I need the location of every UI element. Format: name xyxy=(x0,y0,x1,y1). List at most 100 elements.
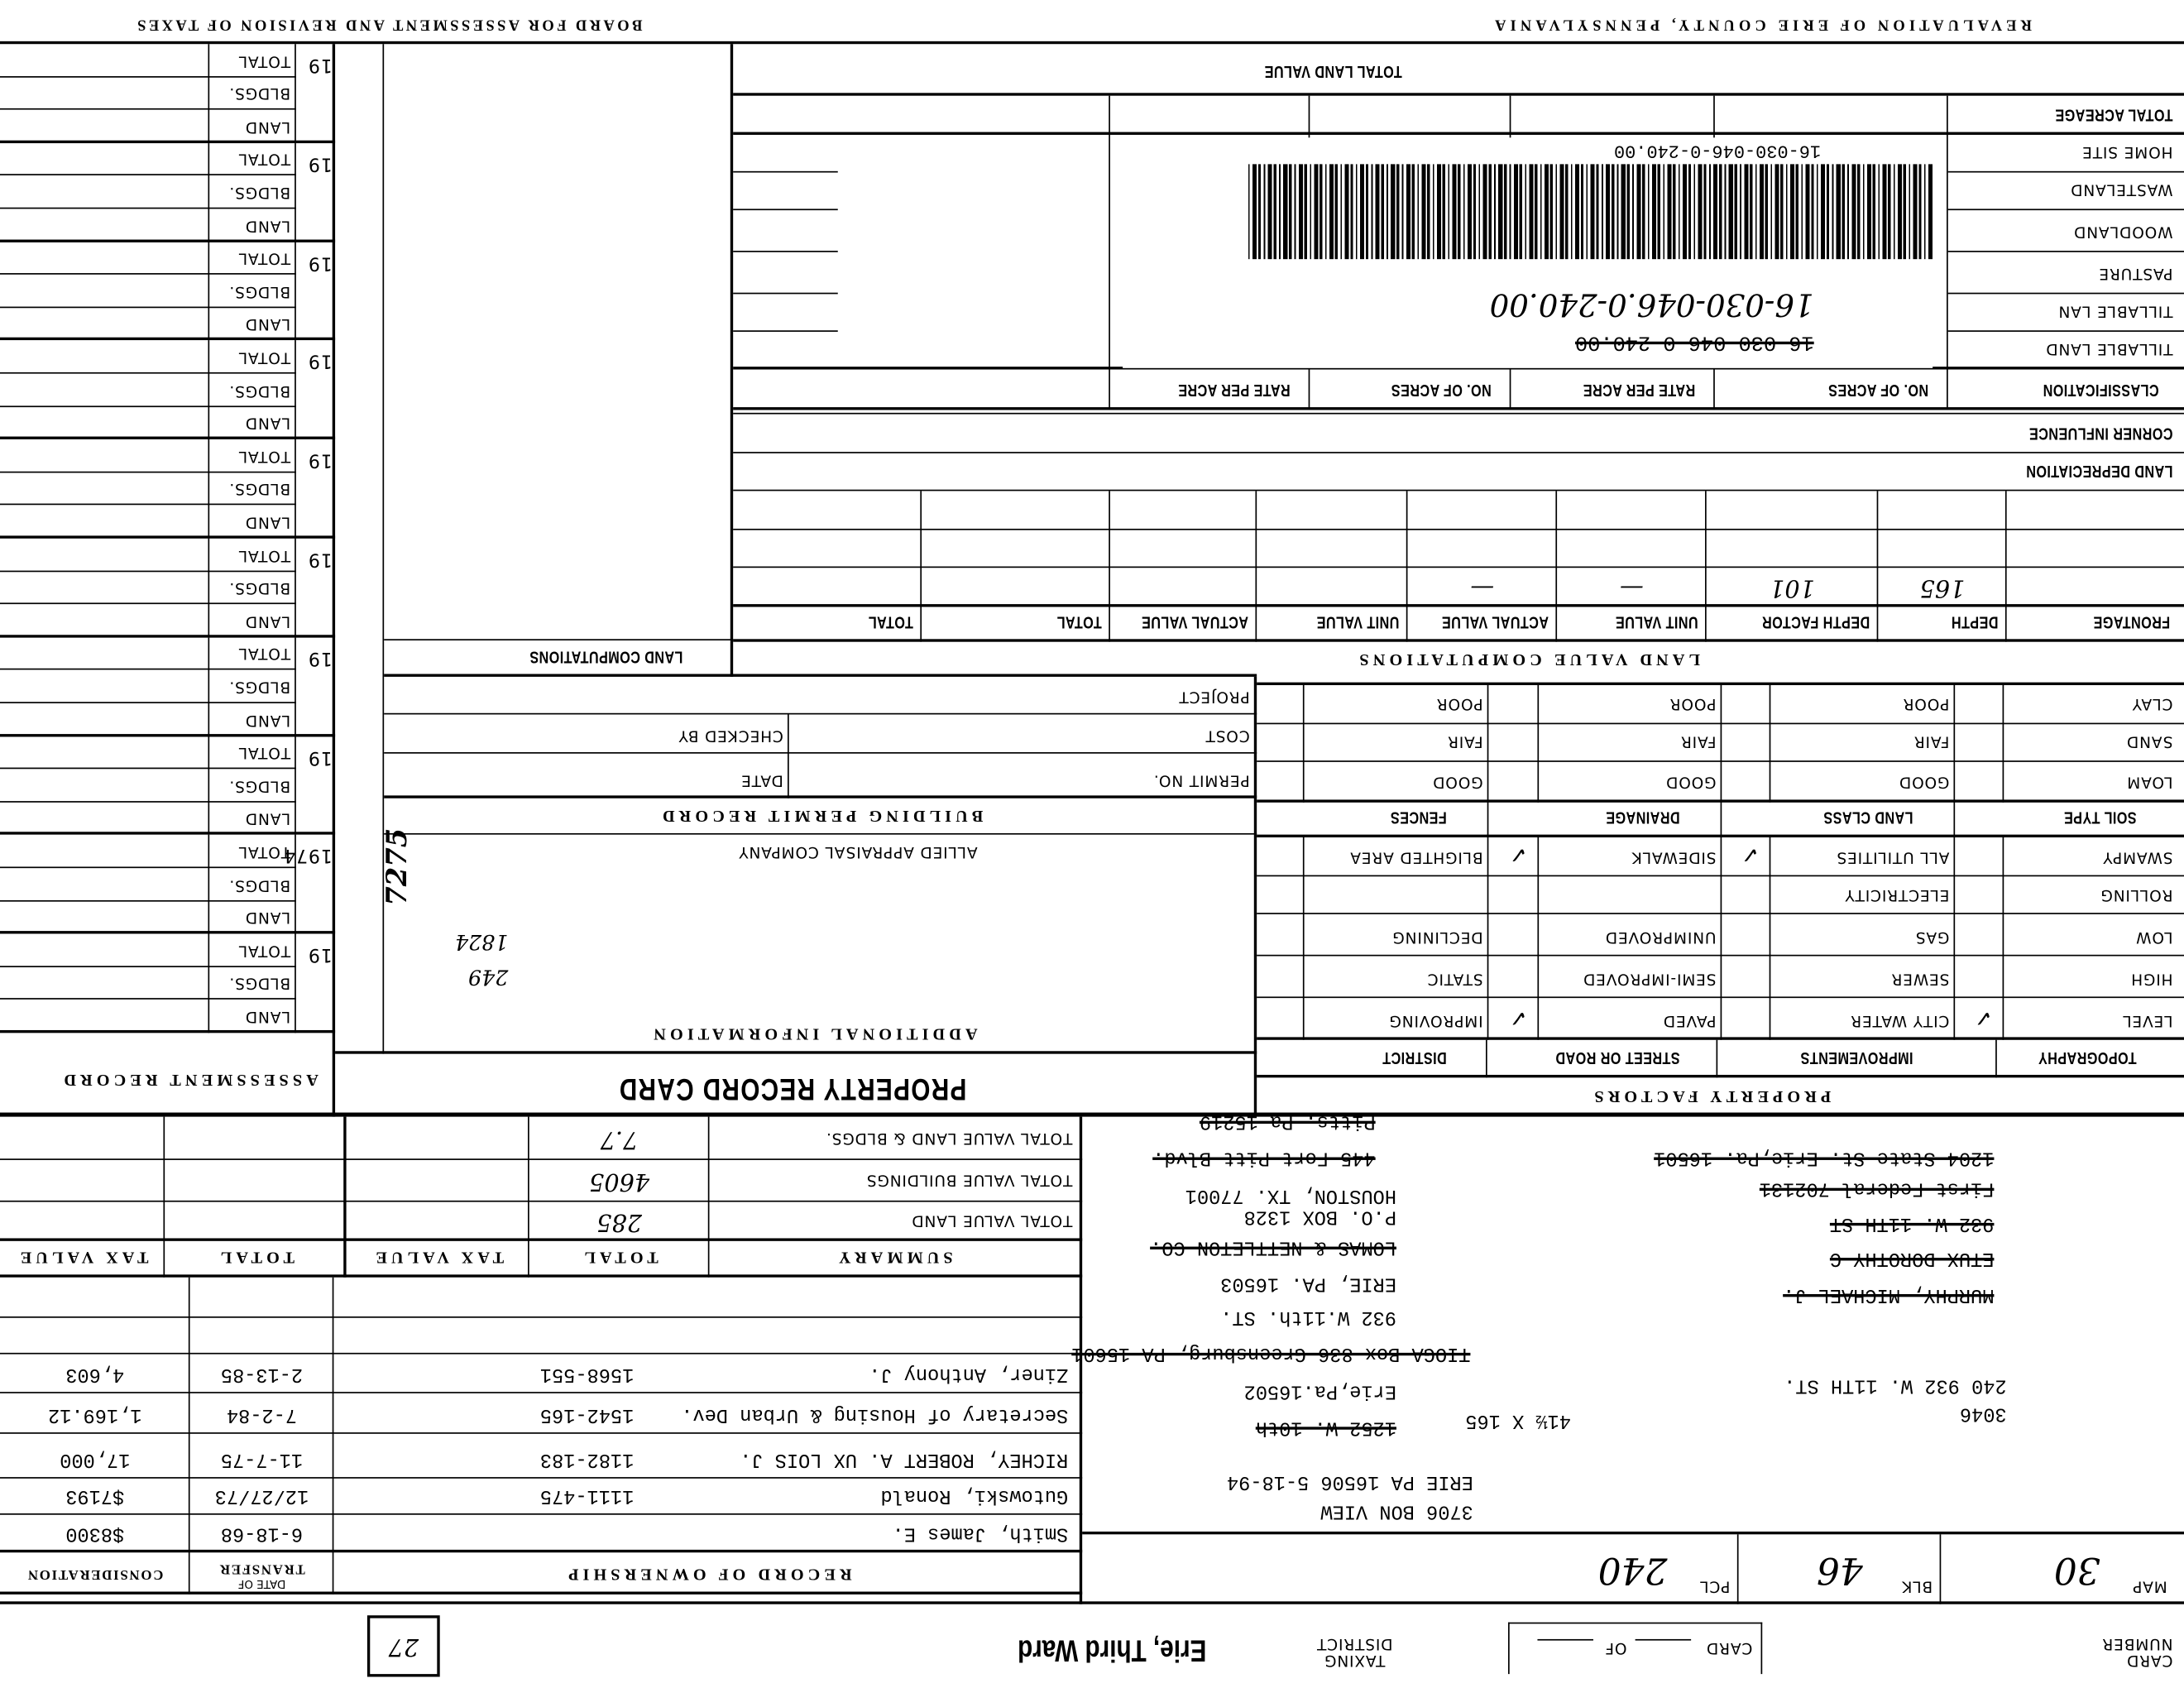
rule-line xyxy=(188,1277,190,1594)
factor-option: GOOD xyxy=(1899,773,1950,792)
rule-line xyxy=(208,340,210,440)
assessment-block: 19 LAND BLDGS. TOTAL xyxy=(0,142,335,242)
factor-option: POOR xyxy=(1669,694,1717,713)
assessment-block: 19 LAND BLDGS. TOTAL xyxy=(0,637,335,736)
additional-info-title: ADDITIONAL INFORMATION xyxy=(649,1024,978,1044)
rule-line xyxy=(0,965,296,967)
rule-line xyxy=(733,489,2184,492)
summary-buildings-total: 4605 xyxy=(589,1167,650,1196)
rule-line xyxy=(208,142,210,242)
factor-option: POOR xyxy=(1902,694,1950,713)
land-value-cell: 165 xyxy=(1919,573,1966,602)
owner-address-line: HOUSTON, TX. 77001 xyxy=(1185,1183,1396,1206)
owner-address-line: 932 W. 11TH ST xyxy=(1829,1211,1995,1235)
consideration-label: CONSIDERATION xyxy=(26,1566,164,1582)
owner-address-line: ERIE, PA. 16503 xyxy=(1220,1271,1396,1294)
card-label: CARD xyxy=(1706,1638,1753,1657)
rule-line xyxy=(1257,722,2184,725)
building-permit-title: BUILDING PERMIT RECORD xyxy=(658,806,984,827)
rule-line xyxy=(733,330,838,332)
rule-line xyxy=(1716,1039,1718,1078)
blk-value: 46 xyxy=(1816,1548,1863,1590)
rule-line xyxy=(384,752,1257,754)
consideration-amount: $8300 xyxy=(65,1522,125,1545)
rule-line xyxy=(1487,837,1489,1040)
summary-buildings-label: TOTAL VALUE BUILDINGS xyxy=(865,1171,1073,1190)
assessment-row-label: TOTAL xyxy=(237,151,291,170)
lot-size: 41½ X 165 xyxy=(1465,1408,1571,1431)
assessment-row-label: TOTAL xyxy=(237,348,291,367)
factor-option: SAND xyxy=(2126,732,2173,751)
rule-line xyxy=(730,44,734,677)
rule-line xyxy=(2002,837,2004,1040)
factor-option: SEMI-IMPROVED xyxy=(1583,970,1717,989)
assessment-block: 19 LAND BLDGS. TOTAL xyxy=(0,340,335,440)
deed-book-page: 1542-165 xyxy=(539,1403,635,1426)
factor-option: LOW xyxy=(2135,928,2173,947)
assessment-year: 19 xyxy=(308,252,333,273)
rule-line xyxy=(733,412,2184,415)
rule-line xyxy=(0,1591,1083,1594)
factor-option: BLIGHTED AREA xyxy=(1349,848,1483,867)
rule-line xyxy=(295,933,296,1033)
assessment-row-label: TOTAL xyxy=(237,842,291,861)
factor-header: STREET OR ROAD xyxy=(1554,1048,1680,1068)
rule-line xyxy=(1947,292,2184,295)
rule-line xyxy=(0,602,296,605)
summary-total-header-2: TOTAL xyxy=(216,1248,295,1268)
assessment-row-label: BLDGS. xyxy=(228,381,291,400)
rule-line xyxy=(295,439,296,539)
assessment-row-label: BLDGS. xyxy=(228,777,291,796)
consideration-amount: 1,169.12 xyxy=(48,1403,142,1426)
checkmark-icon: ✓ xyxy=(1509,1005,1528,1032)
rule-line xyxy=(0,1200,1083,1202)
owner-address-line: 1204 State St. Erie,Pa. 16501 xyxy=(1654,1146,1995,1169)
assessment-row-label: LAND xyxy=(245,611,291,631)
rule-line xyxy=(0,1392,1083,1393)
assessment-row-label: BLDGS. xyxy=(228,84,291,103)
deed-book-page: 1182-183 xyxy=(539,1447,635,1470)
rule-line xyxy=(295,242,296,341)
card-of-box: CARD OF xyxy=(1508,1622,1763,1675)
classification-row-label: PASTURE xyxy=(2098,264,2173,283)
rule-line xyxy=(733,292,838,295)
board-title: BOARD FOR ASSESSMENT AND REVISION OF TAX… xyxy=(134,16,643,33)
checkmark-icon: ✓ xyxy=(1741,842,1760,869)
factor-option: DECLINING xyxy=(1391,928,1483,947)
assessment-margin-note: 7275 xyxy=(380,827,414,906)
transfer-date: 6-18-68 xyxy=(220,1522,304,1545)
rule-line xyxy=(1769,685,1771,803)
rule-line xyxy=(0,273,296,276)
assessment-row-label: TOTAL xyxy=(237,744,291,763)
rule-line xyxy=(788,714,789,798)
map-value: 30 xyxy=(2053,1548,2100,1590)
assessment-row-label: BLDGS. xyxy=(228,678,291,697)
rule-line xyxy=(0,998,296,1000)
rule-line xyxy=(0,1549,1083,1553)
factor-option: POOR xyxy=(1435,694,1483,713)
rule-line xyxy=(1302,685,1305,803)
rule-line xyxy=(733,639,2184,642)
barcode-caption: 16-030-046-0-240.00 xyxy=(1613,140,1822,162)
rule-line xyxy=(0,504,296,506)
barcode-image xyxy=(1248,164,1933,260)
permit-no-label: PERMIT NO. xyxy=(1153,771,1250,790)
rule-line xyxy=(1302,837,1305,1040)
assessment-row-label: LAND xyxy=(245,414,291,433)
owner-name: RICHEY, ROBERT A. UX LOIS J. xyxy=(740,1447,1069,1470)
deed-book-page: 1568-551 xyxy=(539,1362,635,1385)
land-value-computations-title: LAND VALUE COMPUTATIONS xyxy=(1355,650,1700,670)
rule-line xyxy=(1257,1074,2184,1078)
assessment-year: 19 xyxy=(308,449,333,471)
assessment-year: 19 xyxy=(308,350,333,372)
checked-by-label: CHECKED BY xyxy=(678,727,783,746)
factor-header: SOIL TYPE xyxy=(2063,808,2137,828)
land-value-header: UNIT VALUE xyxy=(1615,612,1698,632)
rule-line xyxy=(1939,1534,1942,1604)
rule-line xyxy=(208,933,210,1033)
factor-header: DRAINAGE xyxy=(1605,808,1680,828)
owner-address-line: P.O. BOX 1328 xyxy=(1243,1204,1396,1227)
additional-note-2: 1824 xyxy=(454,929,509,955)
assessment-row-label: TOTAL xyxy=(237,645,291,664)
factor-option: ROLLING xyxy=(2100,886,2173,905)
